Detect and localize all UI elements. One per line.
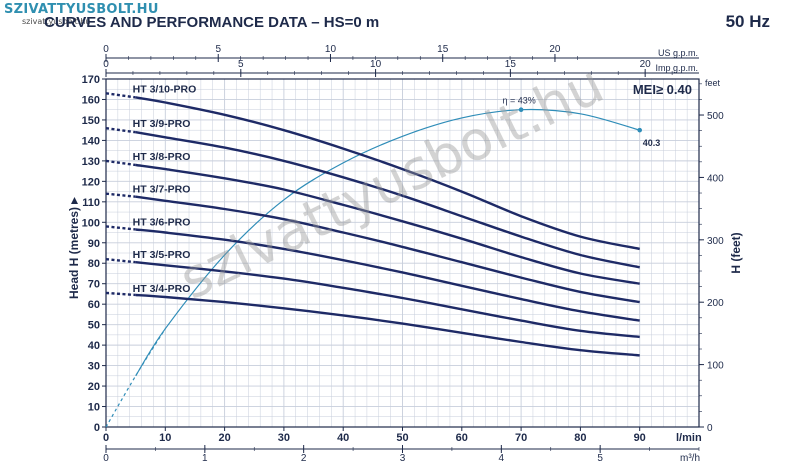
x2-axis-unit-label: m³/h [680,453,700,461]
y-tick-label: 100 [82,217,100,229]
pump-curve-dashed [105,291,136,297]
pump-curve [135,228,640,322]
pump-curve-dashed [105,92,136,99]
efficiency-max-point [518,107,524,113]
x2-tick-label: 3 [400,453,406,461]
y2-tick-label: 300 [707,236,724,247]
y-tick-label: 80 [88,258,100,270]
pump-curve [135,293,640,357]
y-tick-label: 10 [88,402,100,414]
x-tick-label: 90 [634,432,646,444]
y-tick-label: 140 [82,135,100,147]
y-tick-label: 120 [82,176,100,188]
x-tick-label: 30 [278,432,290,444]
pump-curve [135,163,640,285]
y2-tick-label: 200 [707,298,724,309]
pump-curve-dashed [105,257,136,264]
pump-curve [135,195,640,304]
y-tick-label: 150 [82,115,100,127]
x-tick-label: 0 [103,432,109,444]
series-label: HT 3/9-PRO [133,118,191,130]
x2-tick-label: 5 [597,453,603,461]
y-axis-arrow-icon [71,197,78,204]
efficiency-curve [135,108,640,377]
x-tick-label: 70 [515,432,527,444]
y-tick-label: 60 [88,299,100,311]
efficiency-end-label: 40.3 [643,138,661,148]
y-tick-label: 90 [88,238,100,250]
top-axis-tick-label: 20 [549,44,561,55]
y2-tick-label: 100 [707,361,724,372]
y-tick-label: 50 [88,320,100,332]
series-label: HT 3/6-PRO [133,216,191,228]
series-label: HT 3/5-PRO [133,249,191,261]
x-axis-label: l/min [676,432,702,444]
y-tick-label: 40 [88,340,100,352]
y2-tick-label: 400 [707,173,724,184]
efficiency-end-point [637,127,642,133]
y2-axis-label: H (feet) [729,232,743,273]
x-tick-label: 20 [218,432,230,444]
x-tick-label: 40 [337,432,349,444]
series-label: HT 3/4-PRO [133,283,191,295]
pump-curve-dashed [105,192,136,198]
x-tick-label: 10 [159,432,171,444]
top-axis-tick-label: 0 [103,59,109,70]
pump-curve [135,131,640,269]
site-logo-subtext: szivattyusbolt.hu [22,17,91,26]
y-tick-label: 70 [88,279,100,291]
y-tick-label: 20 [88,381,100,393]
y-tick-label: 160 [82,94,100,106]
top-axis-tick-label: 20 [640,59,652,70]
site-logo: SZIVATTYUSBOLT.HU [4,2,159,17]
x-tick-label: 60 [456,432,468,444]
x-tick-label: 50 [396,432,408,444]
top-axis-tick-label: 15 [505,59,517,70]
series-label: HT 3/10-PRO [133,83,197,95]
x-tick-label: 80 [574,432,586,444]
series-label: HT 3/7-PRO [133,184,191,196]
x2-tick-label: 1 [202,453,208,461]
series-label: HT 3/8-PRO [133,151,191,163]
top-axis-tick-label: 0 [103,44,109,55]
y-tick-label: 30 [88,361,100,373]
pump-curve-dashed [105,126,136,134]
frequency-label: 50 Hz [725,12,770,31]
efficiency-curve-dashed [105,328,166,428]
x2-tick-label: 4 [499,453,505,461]
top-axis-tick-label: 5 [215,44,221,55]
x2-tick-label: 0 [103,453,109,461]
mei-label: MEI≥ 0.40 [633,82,692,97]
page-title: CURVES AND PERFORMANCE DATA – HS=0 m [44,14,380,31]
top-axis-unit-label: Imp g.p.m. [655,63,698,73]
y2-tick-label: 0 [707,423,713,434]
y2-tick-label: 500 [707,111,724,122]
y2-unit-label: feet [705,78,721,88]
efficiency-max-label: η = 43% [502,96,535,106]
y-axis-label: Head H (metres) [67,207,81,299]
top-axis-unit-label: US g.p.m. [658,48,698,58]
pump-curve-dashed [105,159,136,167]
pump-curve [135,261,640,339]
top-axis-tick-label: 15 [437,44,449,55]
pump-curve [135,96,640,251]
y-tick-label: 110 [82,197,100,209]
y-tick-label: 130 [82,156,100,168]
top-axis-tick-label: 10 [325,44,337,55]
x2-tick-label: 2 [301,453,307,461]
top-axis-tick-label: 5 [238,59,244,70]
top-axis-tick-label: 10 [370,59,382,70]
pump-curve-dashed [105,225,136,231]
y-tick-label: 170 [82,74,100,86]
y-tick-label: 0 [94,422,100,434]
